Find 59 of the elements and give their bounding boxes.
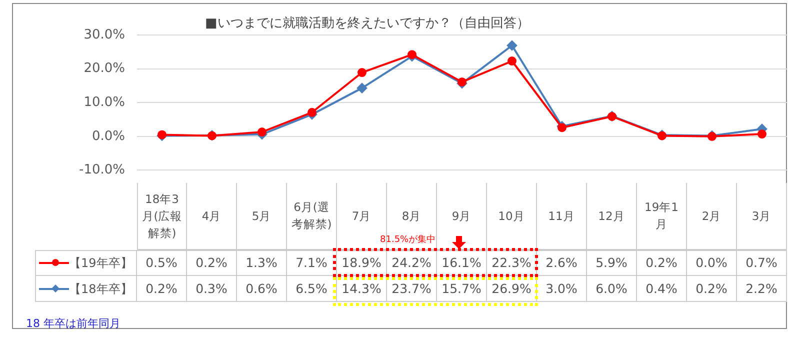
data-label: 0.2% bbox=[137, 276, 187, 302]
point bbox=[507, 40, 517, 50]
y-tick-label: 0.0% bbox=[92, 128, 125, 144]
data-label: 0.2% bbox=[637, 250, 687, 276]
y-tick-label: -10.0% bbox=[79, 162, 125, 178]
x-tick-label: 4月 bbox=[187, 183, 237, 250]
y-tick-label: 10.0% bbox=[84, 94, 125, 110]
x-tick-label: 11月 bbox=[537, 183, 587, 250]
x-tick-label: 8月 bbox=[402, 208, 422, 222]
text: 18 年卒は前年同月 bbox=[26, 316, 120, 331]
y-tick-label: 30.0% bbox=[84, 27, 125, 42]
point bbox=[558, 123, 566, 132]
data-label: 6.0% bbox=[587, 276, 637, 302]
data-label: 7.1% bbox=[287, 250, 337, 276]
point bbox=[508, 56, 516, 66]
data-label: 15.7% bbox=[437, 276, 487, 302]
data-label: 26.9% bbox=[487, 276, 537, 302]
data-label: 14.3% bbox=[337, 276, 387, 302]
data-label: 0.3% bbox=[187, 276, 237, 302]
data-label: 0.0% bbox=[687, 250, 737, 276]
point bbox=[258, 128, 266, 137]
data-label: 3.0% bbox=[537, 276, 587, 302]
data-label: 0.6% bbox=[237, 276, 287, 302]
data-label: 5.9% bbox=[587, 250, 637, 276]
chart-title: ■いつまでに就職活動を終えたいですか？（自由回答） bbox=[205, 15, 530, 32]
data-label: 0.7% bbox=[737, 250, 787, 276]
x-tick-label: 12月 bbox=[587, 183, 637, 250]
x-tick-label: 9月 bbox=[437, 183, 487, 250]
data-label: 22.3% bbox=[487, 250, 537, 276]
data-label: 18.9% bbox=[337, 250, 387, 276]
x-tick-label: 10月 bbox=[487, 183, 537, 250]
data-label: 6.5% bbox=[287, 276, 337, 302]
data-label: 23.7% bbox=[387, 276, 437, 302]
point bbox=[357, 83, 367, 94]
point bbox=[458, 77, 466, 86]
x-tick-label: 6月(選考解禁) bbox=[287, 183, 337, 250]
point bbox=[758, 130, 766, 139]
data-label: 2.2% bbox=[737, 276, 787, 302]
legend-label: 【19年卒】 bbox=[69, 255, 132, 271]
x-tick-label: 19年1月 bbox=[637, 183, 687, 250]
y-tick-label: 20.0% bbox=[84, 61, 125, 76]
data-label: 1.3% bbox=[237, 250, 287, 276]
text: 81.5%が集中 bbox=[380, 234, 436, 246]
data-label: 2.6% bbox=[537, 250, 587, 276]
point bbox=[358, 68, 366, 78]
data-label: 24.2% bbox=[387, 250, 437, 276]
data-label: 0.2% bbox=[187, 250, 237, 276]
legend-label: 【18年卒】 bbox=[69, 280, 132, 296]
x-tick-label: 5月 bbox=[237, 183, 287, 250]
x-tick-label: 7月 bbox=[352, 208, 372, 222]
point bbox=[408, 50, 416, 60]
x-tick-label: 18年3月(広報解禁) bbox=[137, 183, 187, 250]
x-tick-label: 3月 bbox=[737, 183, 787, 250]
x-tick-label: 2月 bbox=[687, 183, 737, 250]
data-label: 0.5% bbox=[137, 250, 187, 276]
data-label: 0.2% bbox=[687, 276, 737, 302]
data-label: 16.1% bbox=[437, 250, 487, 276]
data-label: 0.4% bbox=[637, 276, 687, 302]
point bbox=[308, 108, 316, 117]
